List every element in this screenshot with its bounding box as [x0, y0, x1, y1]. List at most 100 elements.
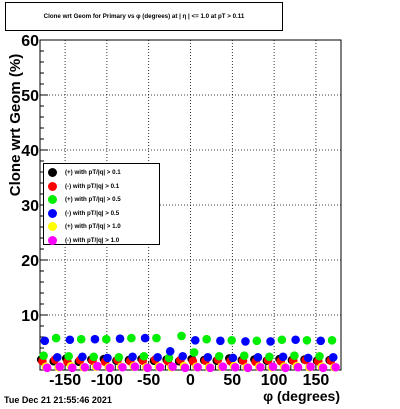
data-point	[130, 362, 140, 372]
data-point	[128, 352, 137, 362]
data-point	[103, 353, 112, 363]
data-point	[164, 353, 174, 363]
data-point	[78, 352, 87, 362]
data-point	[80, 362, 90, 372]
y-tick-label: 40	[21, 143, 39, 160]
legend-marker	[48, 222, 57, 232]
data-point	[101, 334, 111, 344]
data-point	[318, 363, 328, 373]
data-point	[265, 352, 274, 362]
data-point	[180, 363, 190, 373]
data-point	[168, 362, 177, 372]
data-point	[114, 353, 124, 362]
data-point	[306, 362, 315, 372]
legend-entry: (-) with pT/|q| > 1.0	[48, 234, 155, 248]
data-point	[281, 363, 290, 373]
data-point	[51, 333, 61, 343]
data-point	[216, 336, 225, 346]
x-tick-label: 100	[261, 372, 288, 389]
data-point	[140, 333, 150, 343]
y-axis-label: Clone wrt Geom (%)	[7, 54, 24, 197]
chart-title: Clone wrt Geom for Primary vs φ (degrees…	[43, 13, 245, 20]
data-point	[90, 334, 100, 344]
data-point	[178, 351, 188, 361]
x-tick-label: -150	[49, 372, 81, 389]
data-point	[118, 362, 127, 372]
x-tick-label: 50	[223, 372, 241, 389]
data-point	[189, 348, 199, 357]
data-point	[214, 351, 224, 361]
legend-label: (+) with pT/|q| > 0.1	[65, 169, 121, 177]
legend-entry: (-) with pT/|q| > 0.5	[48, 207, 155, 221]
data-point	[328, 353, 338, 362]
data-point	[243, 363, 253, 373]
legend-marker	[48, 181, 57, 191]
data-point	[253, 353, 263, 362]
chart-title-box: Clone wrt Geom for Primary vs φ (degrees…	[5, 2, 283, 31]
legend-entry: (+) with pT/|q| > 1.0	[48, 220, 155, 234]
data-point	[303, 353, 313, 363]
data-point	[105, 363, 115, 373]
data-point	[331, 362, 340, 372]
data-point	[89, 352, 99, 362]
data-point	[65, 335, 75, 345]
legend-marker	[48, 195, 57, 205]
y-tick-label: 60	[21, 33, 39, 50]
x-tick-label: 150	[303, 372, 330, 389]
data-point	[55, 362, 65, 372]
data-point	[165, 347, 175, 356]
data-point	[315, 351, 324, 361]
chart-legend: (+) with pT/|q| > 0.1 (-) with pT/|q| > 0…	[43, 163, 160, 245]
data-point	[228, 353, 238, 363]
data-point	[115, 334, 125, 343]
timestamp: Tue Dec 21 21:55:46 2021	[4, 395, 112, 405]
data-point	[202, 334, 211, 344]
data-point	[153, 353, 162, 362]
legend-entry: (+) with pT/|q| > 0.1	[48, 166, 155, 180]
legend-label: (-) with pT/|q| > 1.0	[65, 236, 120, 244]
data-point	[227, 336, 237, 345]
data-point	[193, 362, 202, 372]
x-tick-label: -100	[91, 372, 123, 389]
data-point	[190, 336, 200, 345]
data-point	[252, 336, 262, 346]
legend-label: (-) with pT/|q| > 0.5	[65, 209, 120, 217]
data-point	[278, 352, 288, 362]
data-point	[316, 336, 325, 346]
data-point	[40, 336, 50, 346]
data-point	[177, 331, 186, 341]
data-point	[143, 363, 152, 373]
data-point	[42, 363, 52, 373]
data-point	[127, 333, 136, 343]
data-point	[241, 337, 250, 346]
legend-entry: (+) with pT/|q| > 0.5	[48, 193, 155, 207]
y-tick-label: 20	[21, 253, 39, 270]
data-point	[266, 337, 275, 346]
legend-label: (-) with pT/|q| > 0.1	[65, 182, 120, 190]
data-point	[203, 353, 213, 362]
legend-label: (+) with pT/|q| > 0.5	[65, 196, 121, 204]
x-tick-label: 0	[186, 372, 195, 389]
y-tick-label: 50	[21, 88, 39, 105]
data-point	[291, 335, 300, 345]
data-point	[218, 362, 228, 372]
data-point	[205, 363, 215, 373]
y-tick-label: 30	[21, 198, 39, 215]
data-point	[327, 336, 337, 345]
data-point	[64, 351, 73, 361]
data-point	[277, 335, 287, 345]
y-tick-label: 10	[21, 308, 39, 325]
data-point	[268, 362, 278, 372]
data-point	[155, 362, 165, 372]
data-point	[256, 362, 265, 372]
data-point	[293, 362, 303, 372]
legend-marker	[48, 208, 57, 218]
data-point	[67, 363, 77, 373]
data-point	[290, 351, 299, 361]
legend-marker	[48, 168, 57, 178]
legend-marker	[48, 235, 57, 245]
x-axis-label: φ (degrees)	[263, 388, 340, 404]
legend-label: (+) with pT/|q| > 1.0	[65, 223, 121, 231]
data-point	[76, 334, 86, 344]
